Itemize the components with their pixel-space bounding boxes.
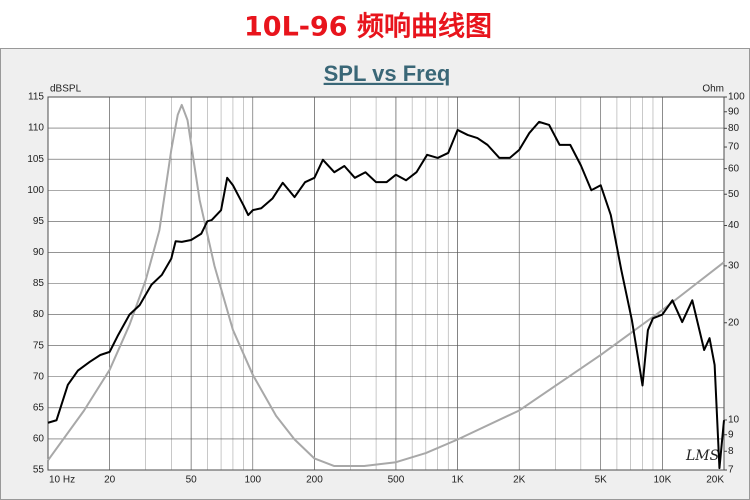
y-tick-label: 105 [27,154,44,165]
y2-tick-label: 90 [728,106,740,117]
y2-tick-label: 8 [728,446,734,457]
chart-title: 10L-96 频响曲线图 [244,11,492,43]
series-line [47,103,725,468]
y-tick-label: 95 [33,216,45,227]
x-tick-label: 10 Hz [49,475,75,486]
y-tick-label: 60 [33,434,45,445]
y-tick-label: 65 [33,402,45,413]
x-tick-label: 10K [653,475,671,486]
y2-tick-label: 70 [728,142,740,153]
y2-axis-label: Ohm [702,84,724,95]
y-tick-label: 80 [33,309,45,320]
series-line [47,120,725,470]
x-tick-label: 1K [451,475,464,486]
y2-tick-label: 20 [728,317,740,328]
y-tick-label: 75 [33,340,45,351]
y2-tick-label: 9 [728,429,734,440]
y2-tick-label: 60 [728,163,740,174]
y-tick-label: 90 [33,247,45,258]
x-tick-label: 500 [388,475,405,486]
annotation: LMS [685,448,719,464]
y2-tick-label: 100 [728,92,745,103]
y2-tick-label: 80 [728,123,740,134]
y-tick-label: 100 [27,185,44,196]
y2-tick-label: 40 [728,220,740,231]
y2-tick-label: 10 [728,415,740,426]
x-tick-label: 50 [186,475,198,486]
y-tick-label: 115 [28,92,44,103]
y-axis-label: dBSPL [50,84,82,95]
chart-subtitle: SPL vs Freq [324,61,451,86]
x-tick-label: 20 [104,475,116,486]
x-tick-label: 200 [306,475,323,486]
y-tick-label: 85 [33,278,45,289]
x-tick-label: 100 [244,475,261,486]
y-tick-label: 55 [33,465,45,476]
x-tick-label: 2K [513,475,526,486]
x-tick-label: 20K [706,475,724,486]
y-tick-label: 110 [28,123,44,134]
y2-tick-label: 30 [728,261,740,272]
y2-tick-label: 50 [728,189,740,200]
x-tick-label: 5K [595,475,608,486]
y-tick-label: 70 [33,371,45,382]
y2-tick-label: 7 [728,465,734,476]
